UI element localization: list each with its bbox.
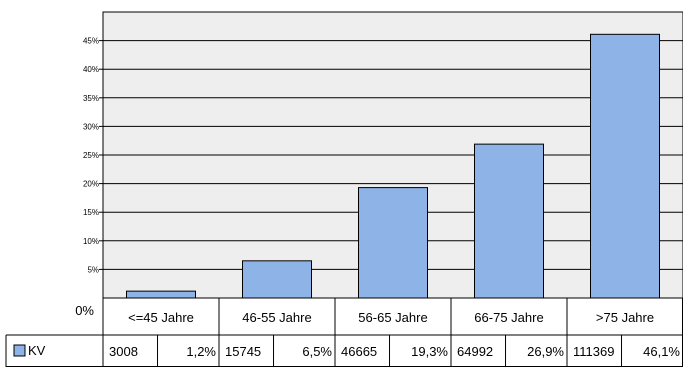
- count-value: 3008: [109, 344, 138, 359]
- bar: [590, 33, 660, 299]
- count-value: 64992: [457, 344, 493, 359]
- percent-value: 6,5%: [302, 344, 332, 359]
- percent-value: 26,9%: [527, 344, 564, 359]
- category-label: 46-55 Jahre: [242, 310, 311, 325]
- bar: [126, 290, 196, 299]
- y-axis-ticks: 0% 5% 10% 15% 20% 25% 30% 35% 40% 45%: [75, 37, 103, 318]
- category-label: <=45 Jahre: [128, 310, 194, 325]
- category-label: 66-75 Jahre: [474, 310, 543, 325]
- count-value: 15745: [225, 344, 261, 359]
- y-tick-label: 45%: [83, 37, 99, 46]
- y-tick-label: 40%: [83, 65, 99, 74]
- y-tick-label: 20%: [83, 180, 99, 189]
- y-tick-label: 15%: [83, 208, 99, 217]
- category-label: 56-65 Jahre: [358, 310, 427, 325]
- y-tick-label: 30%: [83, 122, 99, 131]
- bar: [242, 260, 312, 299]
- y-tick-label: 0%: [75, 303, 94, 318]
- count-value: 46665: [341, 344, 377, 359]
- bar: [474, 143, 544, 299]
- y-tick-label: 35%: [83, 94, 99, 103]
- count-value: 111369: [573, 344, 614, 359]
- legend-label: KV: [28, 343, 46, 358]
- legend-swatch: [13, 344, 26, 357]
- percent-value: 1,2%: [186, 344, 216, 359]
- bars: [126, 33, 660, 299]
- percent-value: 46,1%: [643, 344, 680, 359]
- y-tick-label: 5%: [87, 265, 99, 274]
- y-tick-label: 10%: [83, 237, 99, 246]
- data-table: <=45 Jahre 46-55 Jahre 56-65 Jahre 66-75 Ja…: [5, 298, 683, 367]
- category-label: >75 Jahre: [596, 310, 654, 325]
- percent-value: 19,3%: [411, 344, 448, 359]
- bar: [358, 187, 428, 299]
- y-tick-label: 25%: [83, 151, 99, 160]
